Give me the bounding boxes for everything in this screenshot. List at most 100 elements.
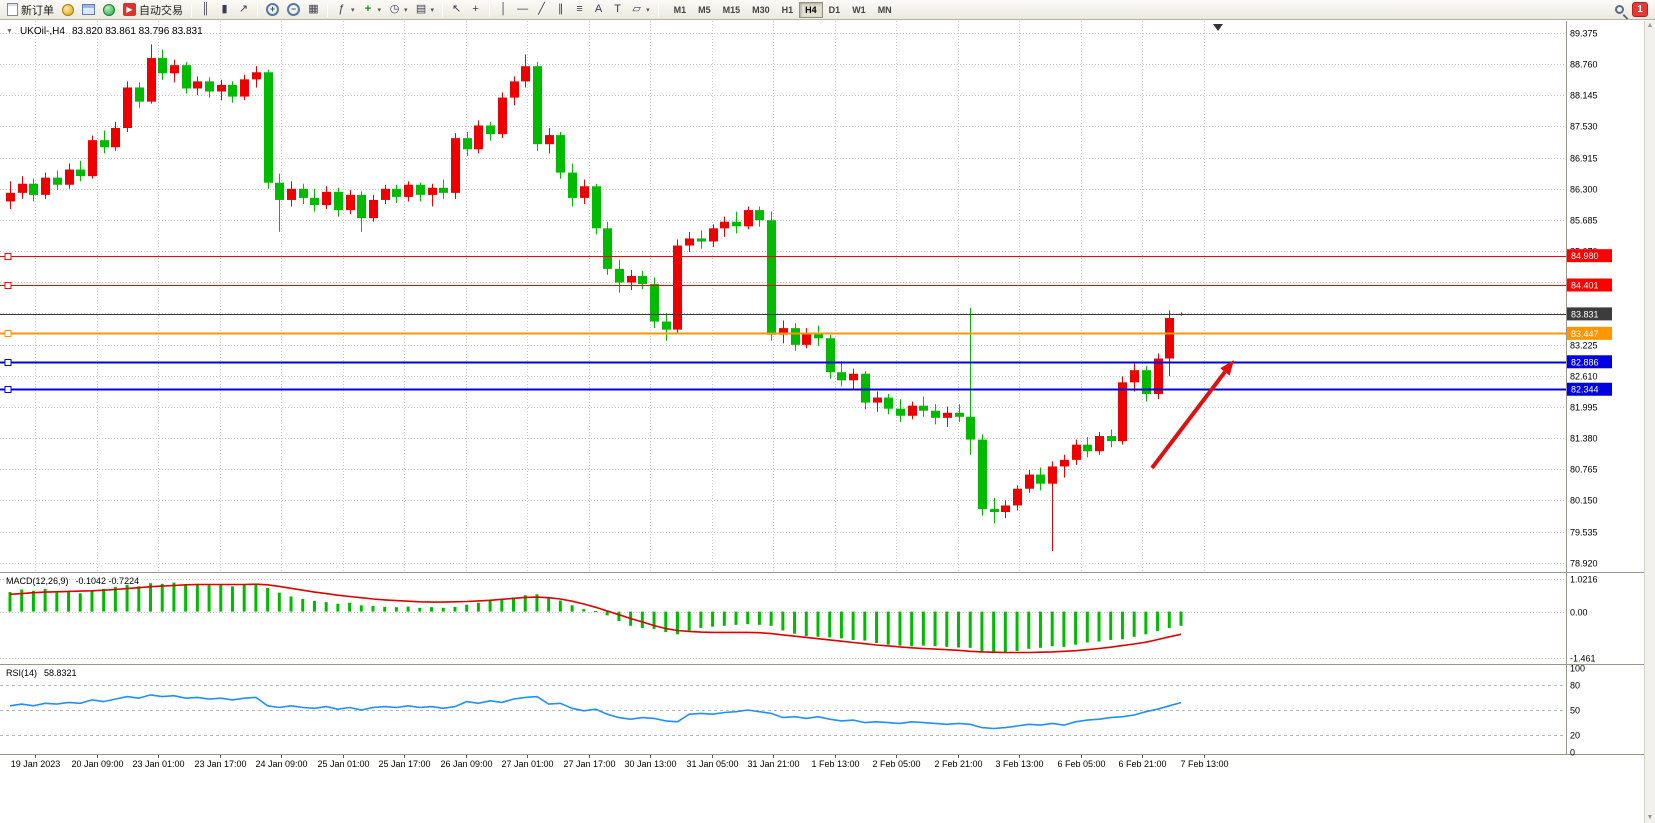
funds-button[interactable] — [58, 1, 78, 19]
add-indicator-icon: + — [364, 3, 372, 15]
chevron-down-icon[interactable]: ▾ — [646, 6, 650, 14]
fibonacci-button[interactable]: ≡ — [570, 1, 589, 19]
indicators-button[interactable]: ƒ ▾ — [332, 1, 359, 19]
indicator-panels-layer — [0, 579, 1566, 736]
svg-text:82.610: 82.610 — [1570, 372, 1598, 382]
tile-windows-button[interactable]: ▦ — [304, 1, 323, 19]
chevron-down-icon[interactable]: ▾ — [430, 6, 435, 14]
cursor-button[interactable]: ↖ — [447, 1, 466, 19]
svg-text:81.380: 81.380 — [1570, 434, 1598, 444]
svg-text:20: 20 — [1570, 731, 1580, 741]
crosshair-button[interactable]: + — [466, 1, 485, 19]
candlestick-button[interactable]: ▮ — [215, 1, 234, 19]
horizontal-lines-layer[interactable] — [0, 253, 1566, 393]
zoom-in-button[interactable]: + — [262, 1, 283, 19]
svg-text:100: 100 — [1570, 664, 1585, 674]
channel-button[interactable]: ∥ — [551, 1, 570, 19]
timeframe-m30-button[interactable]: M30 — [752, 4, 770, 15]
vertical-scrollbar[interactable]: ▲ ▼ — [1644, 21, 1655, 823]
new-order-label: 新订单 — [21, 4, 54, 17]
one-click-trading-toggle-icon[interactable]: ▼ — [6, 28, 13, 35]
svg-text:89.375: 89.375 — [1570, 29, 1598, 39]
toolbar-separator — [442, 2, 444, 17]
annotations-layer[interactable] — [1150, 24, 1234, 470]
macd-label-row: MACD(12,26,9) -0.1042 -0.7224 — [6, 576, 139, 586]
svg-text:30 Jan 13:00: 30 Jan 13:00 — [624, 759, 676, 769]
crosshair-icon: + — [472, 3, 479, 15]
horizontal-line-icon: — — [517, 3, 529, 15]
shapes-button[interactable]: ▱ ▾ — [627, 1, 654, 19]
timeframe-m15-button[interactable]: M15 — [722, 4, 741, 15]
scroll-down-icon[interactable]: ▼ — [1646, 814, 1654, 821]
grid-layer — [0, 21, 1566, 572]
svg-text:19 Jan 2023: 19 Jan 2023 — [11, 759, 61, 769]
vertical-line-button[interactable]: │ — [494, 1, 513, 19]
scroll-up-icon[interactable]: ▲ — [1646, 22, 1654, 29]
svg-text:2 Feb 21:00: 2 Feb 21:00 — [934, 759, 982, 769]
macd-values: -0.1042 -0.7224 — [75, 576, 140, 586]
svg-text:80: 80 — [1570, 681, 1580, 691]
templates-button[interactable]: ▤ ▾ — [412, 1, 439, 19]
svg-text:79.535: 79.535 — [1570, 528, 1598, 538]
svg-text:84.401: 84.401 — [1571, 281, 1599, 291]
clock-icon: ◷ — [389, 3, 400, 15]
timeframe-h1-button[interactable]: H1 — [781, 4, 794, 15]
svg-text:2 Feb 05:00: 2 Feb 05:00 — [872, 759, 920, 769]
timeframe-m5-button[interactable]: M5 — [698, 4, 711, 15]
coins-icon — [62, 3, 74, 16]
svg-text:25 Jan 01:00: 25 Jan 01:00 — [317, 759, 369, 769]
community-button[interactable] — [99, 1, 119, 19]
toolbar: 新订单 ▶ 自动交易 ║ ▮ ↗ + − — [0, 0, 1655, 20]
svg-text:83.447: 83.447 — [1571, 329, 1599, 339]
globe-icon — [103, 3, 115, 16]
chart-title-row: ▼ UKOil-,H4 83.820 83.861 83.796 83.831 — [6, 26, 203, 37]
svg-text:80.765: 80.765 — [1570, 465, 1598, 475]
chevron-down-icon[interactable]: ▾ — [377, 6, 382, 14]
text-button[interactable]: A — [589, 1, 608, 19]
line-chart-button[interactable]: ↗ — [234, 1, 253, 19]
timeframe-w1-button[interactable]: W1 — [852, 4, 866, 15]
toolbar-separator — [327, 2, 328, 17]
periods-button[interactable]: ◷ ▾ — [385, 1, 412, 19]
svg-text:0: 0 — [1570, 748, 1575, 758]
charts-window-button[interactable] — [78, 1, 99, 19]
timeframe-m1-button[interactable]: M1 — [673, 4, 687, 15]
axes-layer: 19 Jan 2023 20 Jan 09:00 23 Jan 01:00 23 Ja… — [0, 21, 1655, 769]
svg-text:20 Jan 09:00: 20 Jan 09:00 — [71, 759, 123, 769]
zoom-in-icon: + — [266, 3, 279, 16]
notification-badge[interactable]: 1 — [1632, 2, 1648, 17]
rsi-label: RSI(14) — [6, 668, 38, 678]
horizontal-line-button[interactable]: — — [513, 1, 532, 19]
fibonacci-icon: ≡ — [576, 3, 583, 15]
svg-text:88.145: 88.145 — [1570, 91, 1598, 101]
svg-text:78.920: 78.920 — [1570, 559, 1598, 569]
trendline-button[interactable]: ╱ — [532, 1, 551, 19]
timeframe-d1-button[interactable]: D1 — [828, 4, 841, 15]
add-indicator-button[interactable]: + ▾ — [359, 1, 386, 19]
timeframe-mn-button[interactable]: MN — [877, 4, 892, 15]
chevron-down-icon[interactable]: ▾ — [404, 6, 408, 14]
bar-chart-button[interactable]: ║ — [196, 1, 215, 19]
trend-arrow[interactable] — [1150, 360, 1234, 470]
timeframe-h4-button[interactable]: H4 — [799, 1, 823, 18]
new-order-button[interactable]: 新订单 — [3, 1, 58, 19]
indicators-icon: ƒ — [338, 3, 345, 15]
channel-icon: ∥ — [557, 3, 564, 15]
search-icon[interactable] — [1615, 5, 1624, 14]
svg-text:6 Feb 21:00: 6 Feb 21:00 — [1118, 759, 1166, 769]
zoom-out-button[interactable]: − — [283, 1, 304, 19]
price-badges-layer: 84.980 84.401 83.831 83.447 82.886 82.344 — [1567, 249, 1612, 396]
svg-text:-1.461: -1.461 — [1570, 654, 1596, 664]
text-label-button[interactable]: T — [608, 1, 627, 19]
chevron-down-icon[interactable]: ▾ — [351, 6, 355, 14]
svg-text:3 Feb 13:00: 3 Feb 13:00 — [995, 759, 1043, 769]
toolbar-separator — [489, 2, 491, 17]
line-chart-icon: ↗ — [238, 3, 249, 15]
auto-trading-button[interactable]: ▶ 自动交易 — [119, 1, 187, 19]
svg-text:86.300: 86.300 — [1570, 185, 1598, 195]
chart-shift-marker-icon — [1213, 24, 1223, 31]
svg-text:27 Jan 17:00: 27 Jan 17:00 — [563, 759, 615, 769]
svg-text:87.530: 87.530 — [1570, 122, 1598, 132]
